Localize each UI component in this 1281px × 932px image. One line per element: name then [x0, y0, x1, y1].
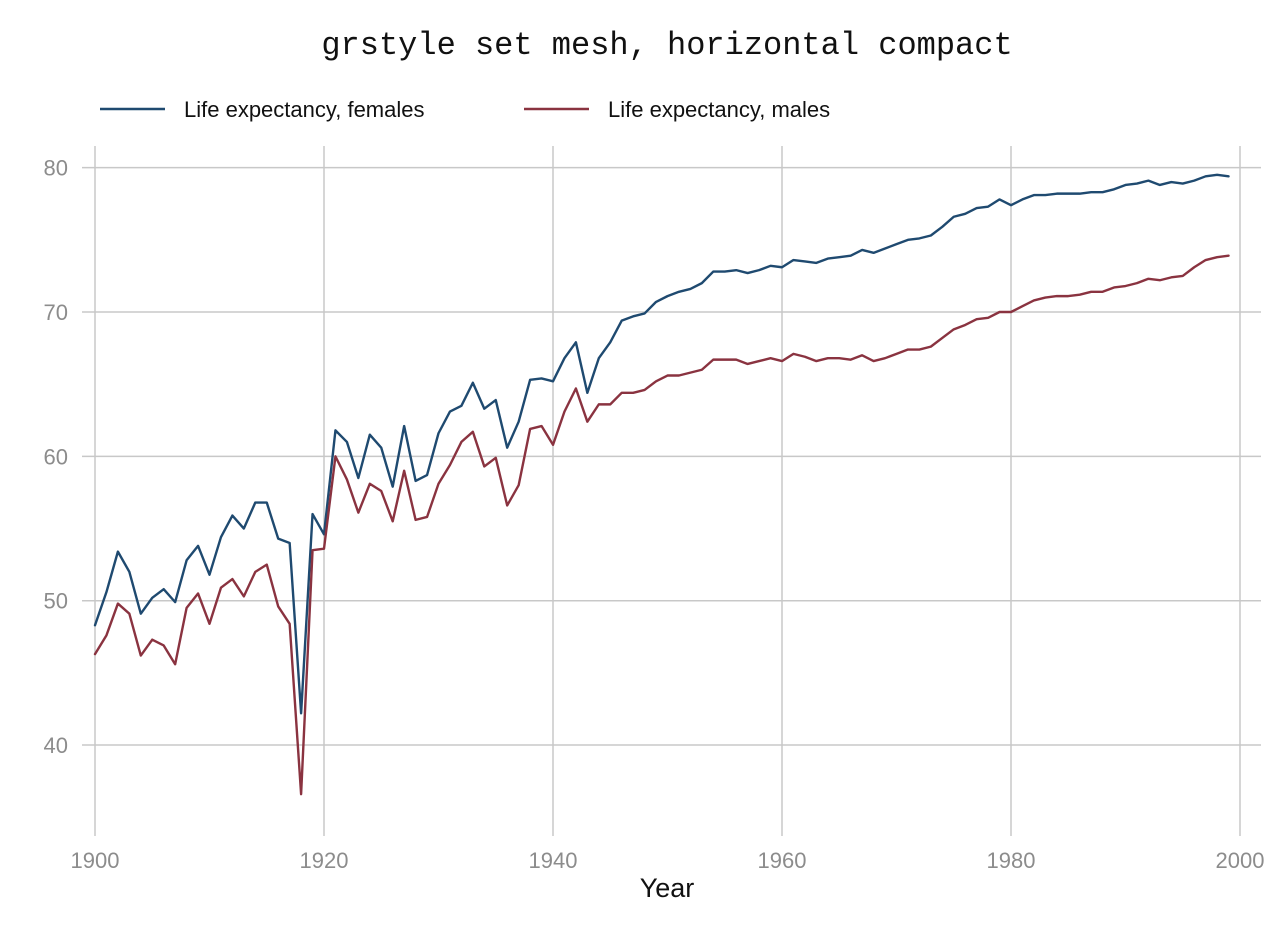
- chart-title: grstyle set mesh, horizontal compact: [321, 27, 1012, 64]
- x-tick-label-2000: 2000: [1216, 848, 1265, 873]
- x-axis-ticks: 1900 1920 1940 1960 1980 2000: [71, 848, 1265, 873]
- y-tick-label-70: 70: [44, 300, 68, 325]
- series-lines: [93, 173, 1230, 796]
- legend-label-males: Life expectancy, males: [608, 97, 830, 122]
- y-tick-label-60: 60: [44, 444, 68, 469]
- grid-lines: [82, 146, 1261, 836]
- y-tick-label-50: 50: [44, 589, 68, 614]
- x-tick-label-1980: 1980: [987, 848, 1036, 873]
- x-tick-label-1900: 1900: [71, 848, 120, 873]
- x-tick-label-1920: 1920: [300, 848, 349, 873]
- legend: Life expectancy, females Life expectancy,…: [100, 97, 830, 122]
- y-tick-label-40: 40: [44, 733, 68, 758]
- legend-label-females: Life expectancy, females: [184, 97, 425, 122]
- x-tick-label-1940: 1940: [529, 848, 578, 873]
- series-line-males: [93, 254, 1230, 796]
- x-tick-label-1960: 1960: [758, 848, 807, 873]
- y-axis-ticks: 40 50 60 70 80: [44, 156, 68, 758]
- series-line-females: [93, 173, 1230, 715]
- x-axis-label: Year: [640, 873, 695, 903]
- y-tick-label-80: 80: [44, 156, 68, 181]
